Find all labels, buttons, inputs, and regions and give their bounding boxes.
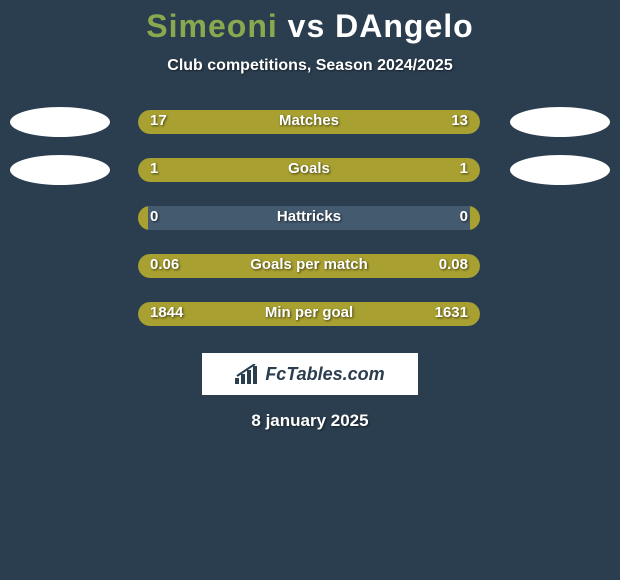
bar-right-fill [309,158,480,182]
brand-text: FcTables.com [265,364,384,385]
stat-value-right: 13 [451,112,468,129]
player1-name: Simeoni [146,8,277,44]
stats-area: 1713Matches11Goals00Hattricks0.060.08Goa… [0,105,620,345]
player2-badge [510,107,610,137]
stat-row: 0 0Hattricks [0,201,620,249]
stat-value-left: 0 [150,208,158,225]
stat-value-left: 1 [150,160,158,177]
stat-label: Hattricks [138,208,480,225]
stat-value-left: 1844 [150,304,183,321]
stat-value-right: 0.08 [439,256,468,273]
stat-row: 0.060.08Goals per match [0,249,620,297]
bar-left-fill [138,110,332,134]
stat-value-right: 1631 [435,304,468,321]
stat-bar: 11Goals [138,158,480,182]
player2-name: DAngelo [335,8,474,44]
player2-badge [510,155,610,185]
bar-left-fill [138,206,148,230]
player1-badge [10,155,110,185]
date-text: 8 january 2025 [0,411,620,431]
bar-left-fill [138,158,309,182]
stat-bar: 18441631Min per goal [138,302,480,326]
stat-bar: 0.060.08Goals per match [138,254,480,278]
brand-logo: FcTables.com [202,353,418,395]
vs-text: vs [288,8,326,44]
player1-badge [10,107,110,137]
stat-value-left: 0.06 [150,256,179,273]
stat-row: 1713Matches [0,105,620,153]
subtitle: Club competitions, Season 2024/2025 [0,57,620,75]
stat-row: 11Goals [0,153,620,201]
stat-bar: 0 0Hattricks [138,206,480,230]
stat-row: 18441631Min per goal [0,297,620,345]
page-title: Simeoni vs DAngelo [0,8,620,45]
stat-bar: 1713Matches [138,110,480,134]
stat-value-right: 0 [460,208,468,225]
comparison-card: Simeoni vs DAngelo Club competitions, Se… [0,0,620,431]
chart-icon [235,364,259,384]
bar-right-fill [470,206,480,230]
stat-value-right: 1 [460,160,468,177]
stat-value-left: 17 [150,112,167,129]
